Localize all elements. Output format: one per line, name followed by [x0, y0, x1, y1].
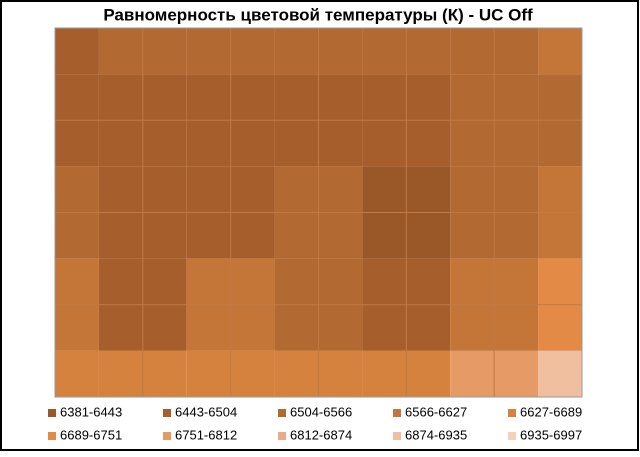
- chart-title: Равномерность цветовой температуры (К) -…: [103, 5, 533, 24]
- legend-swatch: [163, 432, 171, 440]
- legend-swatch: [278, 409, 286, 417]
- legend-swatch: [393, 432, 401, 440]
- plot-border: [54, 27, 583, 398]
- contour-cell: [538, 350, 582, 397]
- legend-label: 6627-6689: [520, 404, 582, 419]
- plot-area: [54, 27, 583, 398]
- legend-swatch: [508, 409, 516, 417]
- legend-swatch: [163, 409, 171, 417]
- contour-cell: [538, 28, 582, 75]
- legend-label: 6874-6935: [405, 427, 467, 442]
- legend-label: 6566-6627: [405, 404, 467, 419]
- legend: 6381-6443 6443-6504 6504-6566 6566-6627 6627…: [48, 404, 582, 442]
- legend-label: 6935-6997: [520, 427, 582, 442]
- legend-swatch: [278, 432, 286, 440]
- contour-cell: [55, 28, 99, 75]
- legend-label: 6812-6874: [290, 427, 352, 442]
- legend-swatch: [508, 432, 516, 440]
- legend-swatch: [48, 432, 56, 440]
- legend-swatch: [48, 409, 56, 417]
- legend-swatch: [393, 409, 401, 417]
- legend-label: 6689-6751: [60, 427, 122, 442]
- legend-label: 6381-6443: [60, 404, 122, 419]
- legend-label: 6443-6504: [175, 404, 237, 419]
- legend-label: 6751-6812: [175, 427, 237, 442]
- legend-label: 6504-6566: [290, 404, 352, 419]
- contour-cell: [55, 350, 99, 397]
